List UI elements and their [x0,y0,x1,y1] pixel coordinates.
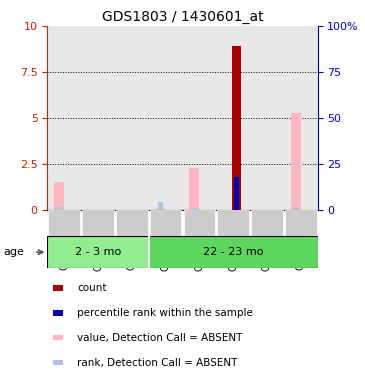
Text: 2 - 3 mo: 2 - 3 mo [75,247,121,257]
Bar [57,207,62,210]
Bar [81,26,115,210]
Text: value, Detection Call = ABSENT: value, Detection Call = ABSENT [77,333,242,343]
Bar [53,285,63,291]
Bar [232,46,241,210]
Bar [49,210,80,236]
Bar [291,112,301,210]
Text: 22 - 23 mo: 22 - 23 mo [203,247,264,257]
Bar [82,210,114,236]
Bar [47,26,81,210]
Bar [53,360,63,365]
Bar [53,335,63,340]
Bar [149,236,318,268]
Bar [250,26,284,210]
Bar [216,26,250,210]
Bar [182,26,216,210]
Bar [189,168,199,210]
Bar [115,26,149,210]
Bar [116,210,148,236]
Text: rank, Detection Call = ABSENT: rank, Detection Call = ABSENT [77,358,238,368]
Bar [149,26,182,210]
Text: count: count [77,283,107,293]
Bar [184,210,215,236]
Bar [192,208,197,210]
Bar [234,177,239,210]
Bar [251,210,283,236]
Bar [293,207,299,210]
Bar [217,210,249,236]
Bar [155,209,166,210]
Title: GDS1803 / 1430601_at: GDS1803 / 1430601_at [102,10,263,24]
Bar [150,210,181,236]
Text: percentile rank within the sample: percentile rank within the sample [77,308,253,318]
Bar [54,183,64,210]
Bar [158,202,164,210]
Bar [285,210,316,236]
Text: age: age [4,247,24,257]
Bar [53,310,63,316]
Bar [284,26,318,210]
Bar [47,236,149,268]
